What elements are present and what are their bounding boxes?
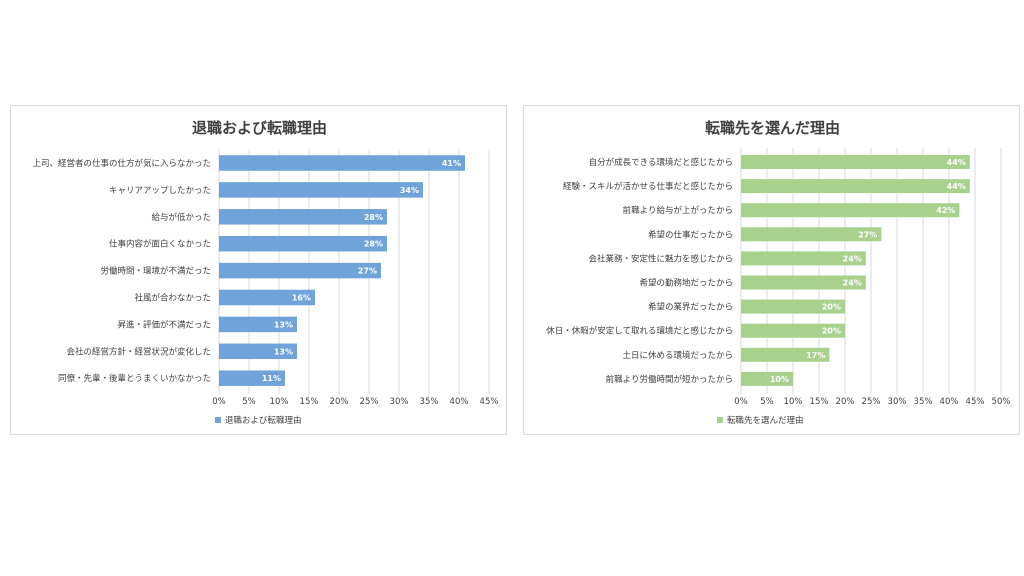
legend-swatch [215,417,221,423]
bar [219,209,387,225]
x-tick-label: 35% [914,397,933,407]
bar [219,235,387,252]
data-label: 20% [822,327,841,336]
category-label: 仕事内容が面白くなかった [109,239,211,250]
legend-label: 転職先を選んだ理由 [727,415,804,426]
category-label: 同僚・先輩・後輩とうまくいかなかった [58,373,211,384]
x-tick-label: 45% [480,397,499,407]
data-label: 10% [770,375,789,384]
category-label: 労働時間・環境が不満だった [100,266,211,277]
legend-swatch [717,417,723,423]
bar [219,343,297,360]
x-tick-label: 50% [992,397,1011,407]
category-label: 社風が合わなかった [134,293,211,304]
bar [741,251,866,266]
category-label: 土日に休める環境だったから [622,350,733,361]
data-label: 11% [262,374,281,383]
category-label: 給与が低かった [151,212,211,223]
bar [741,323,845,338]
data-label: 24% [843,254,862,263]
x-tick-label: 10% [270,397,289,407]
data-label: 44% [947,182,966,191]
category-label: 経験・スキルが活かせる仕事だと感じたから [563,181,733,192]
chart-left-panel: 退職および転職理由 0% 5% 10% 15% 20% 25% 30% 35% 40% 45% 上司、… [10,105,507,435]
x-tick-label: 25% [862,397,881,407]
x-tick-label: 30% [888,397,907,407]
x-tick-label: 5% [242,397,256,407]
category-label: 上司、経営者の仕事の仕方が気に入らなかった [32,158,211,169]
data-label: 27% [858,230,877,239]
data-label: 24% [843,279,862,288]
x-tick-label: 0% [212,397,226,407]
data-label: 16% [292,294,311,303]
chart-title: 退職および転職理由 [192,119,327,137]
category-label: 希望の勤務地だったから [639,278,733,289]
bar [741,227,882,242]
bar [219,155,465,171]
bar [741,275,866,290]
bar [741,299,845,314]
data-label: 13% [274,347,293,356]
x-tick-label: 10% [784,397,803,407]
x-tick-label: 15% [810,397,829,407]
chart-right: 転職先を選んだ理由 0% 5% 10% 15% 20% 25% 30% 35% 40% 45% 50%… [546,119,1011,426]
category-label: 会社業務・安定性に魅力を感じたから [588,253,733,264]
category-label: 会社の経営方針・経営状況が変化した [66,346,211,357]
data-label: 28% [364,213,383,222]
bar [219,370,285,386]
x-tick-label: 20% [330,397,349,407]
bar [219,289,315,306]
data-label: 44% [947,158,966,167]
data-label: 13% [274,320,293,329]
x-tick-label: 0% [734,397,748,407]
category-label: 希望の業界だったから [648,302,733,313]
x-tick-label: 40% [450,397,469,407]
legend-label: 退職および転職理由 [225,415,302,426]
x-tick-label: 45% [966,397,985,407]
x-tick-label: 40% [940,397,959,407]
category-label: 前職より労働時間が短かったから [606,374,733,385]
x-tick-label: 5% [760,397,774,407]
data-label: 42% [936,206,955,215]
bar [741,371,793,386]
bar [219,182,423,198]
bar [741,179,970,194]
chart-left: 退職および転職理由 0% 5% 10% 15% 20% 25% 30% 35% 40% 45% 上司、… [32,119,499,426]
data-label: 41% [442,159,461,168]
data-label: 17% [806,351,825,360]
category-label: 休日・休暇が安定して取れる環境だと感じたから [546,326,733,337]
bar [741,155,970,169]
x-tick-label: 35% [420,397,439,407]
bar [219,262,381,279]
x-tick-label: 15% [300,397,319,407]
data-label: 28% [364,240,383,249]
x-tick-label: 25% [360,397,379,407]
category-label: 前職より給与が上がったから [623,205,733,216]
category-label: キャリアアップしたかった [109,186,211,196]
bar [741,203,960,218]
bar [219,316,297,333]
data-label: 20% [822,303,841,312]
x-tick-label: 30% [390,397,409,407]
category-label: 自分が成長できる環境だと感じたから [589,157,733,168]
bar [741,347,830,362]
x-tick-label: 20% [836,397,855,407]
data-label: 27% [358,267,377,276]
category-label: 昇進・評価が不満だった [117,319,211,330]
category-label: 希望の仕事だったから [648,229,733,240]
chart-right-panel: 転職先を選んだ理由 0% 5% 10% 15% 20% 25% 30% 35% 40% 45% 50%… [523,105,1020,435]
chart-title: 転職先を選んだ理由 [705,119,840,137]
data-label: 34% [400,186,419,195]
